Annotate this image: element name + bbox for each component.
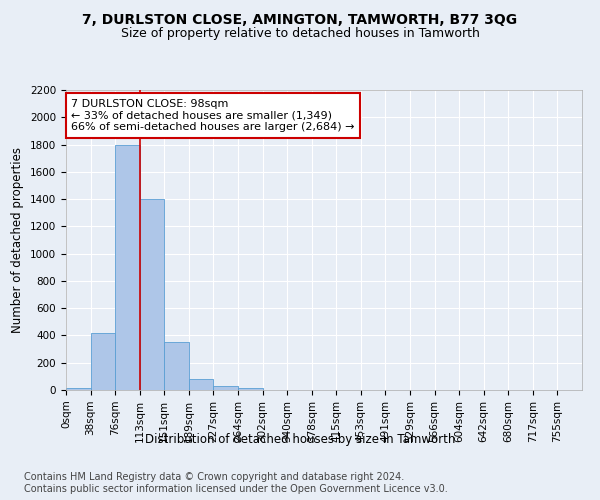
Bar (115, 144, 140, 390)
Bar (66, 388, 91, 390)
Y-axis label: Number of detached properties: Number of detached properties (11, 147, 25, 333)
Text: Distribution of detached houses by size in Tamworth: Distribution of detached houses by size … (145, 432, 455, 446)
Bar (238, 388, 263, 390)
Bar (91, 332, 115, 390)
Bar (214, 386, 238, 390)
Text: 7, DURLSTON CLOSE, AMINGTON, TAMWORTH, B77 3QG: 7, DURLSTON CLOSE, AMINGTON, TAMWORTH, B… (82, 12, 518, 26)
Bar (164, 342, 189, 390)
Text: 7 DURLSTON CLOSE: 98sqm
← 33% of detached houses are smaller (1,349)
66% of semi: 7 DURLSTON CLOSE: 98sqm ← 33% of detache… (71, 99, 355, 132)
Bar (189, 379, 214, 390)
Bar (140, 199, 164, 390)
Text: Contains public sector information licensed under the Open Government Licence v3: Contains public sector information licen… (24, 484, 448, 494)
Text: Contains HM Land Registry data © Crown copyright and database right 2024.: Contains HM Land Registry data © Crown c… (24, 472, 404, 482)
Text: Size of property relative to detached houses in Tamworth: Size of property relative to detached ho… (121, 28, 479, 40)
